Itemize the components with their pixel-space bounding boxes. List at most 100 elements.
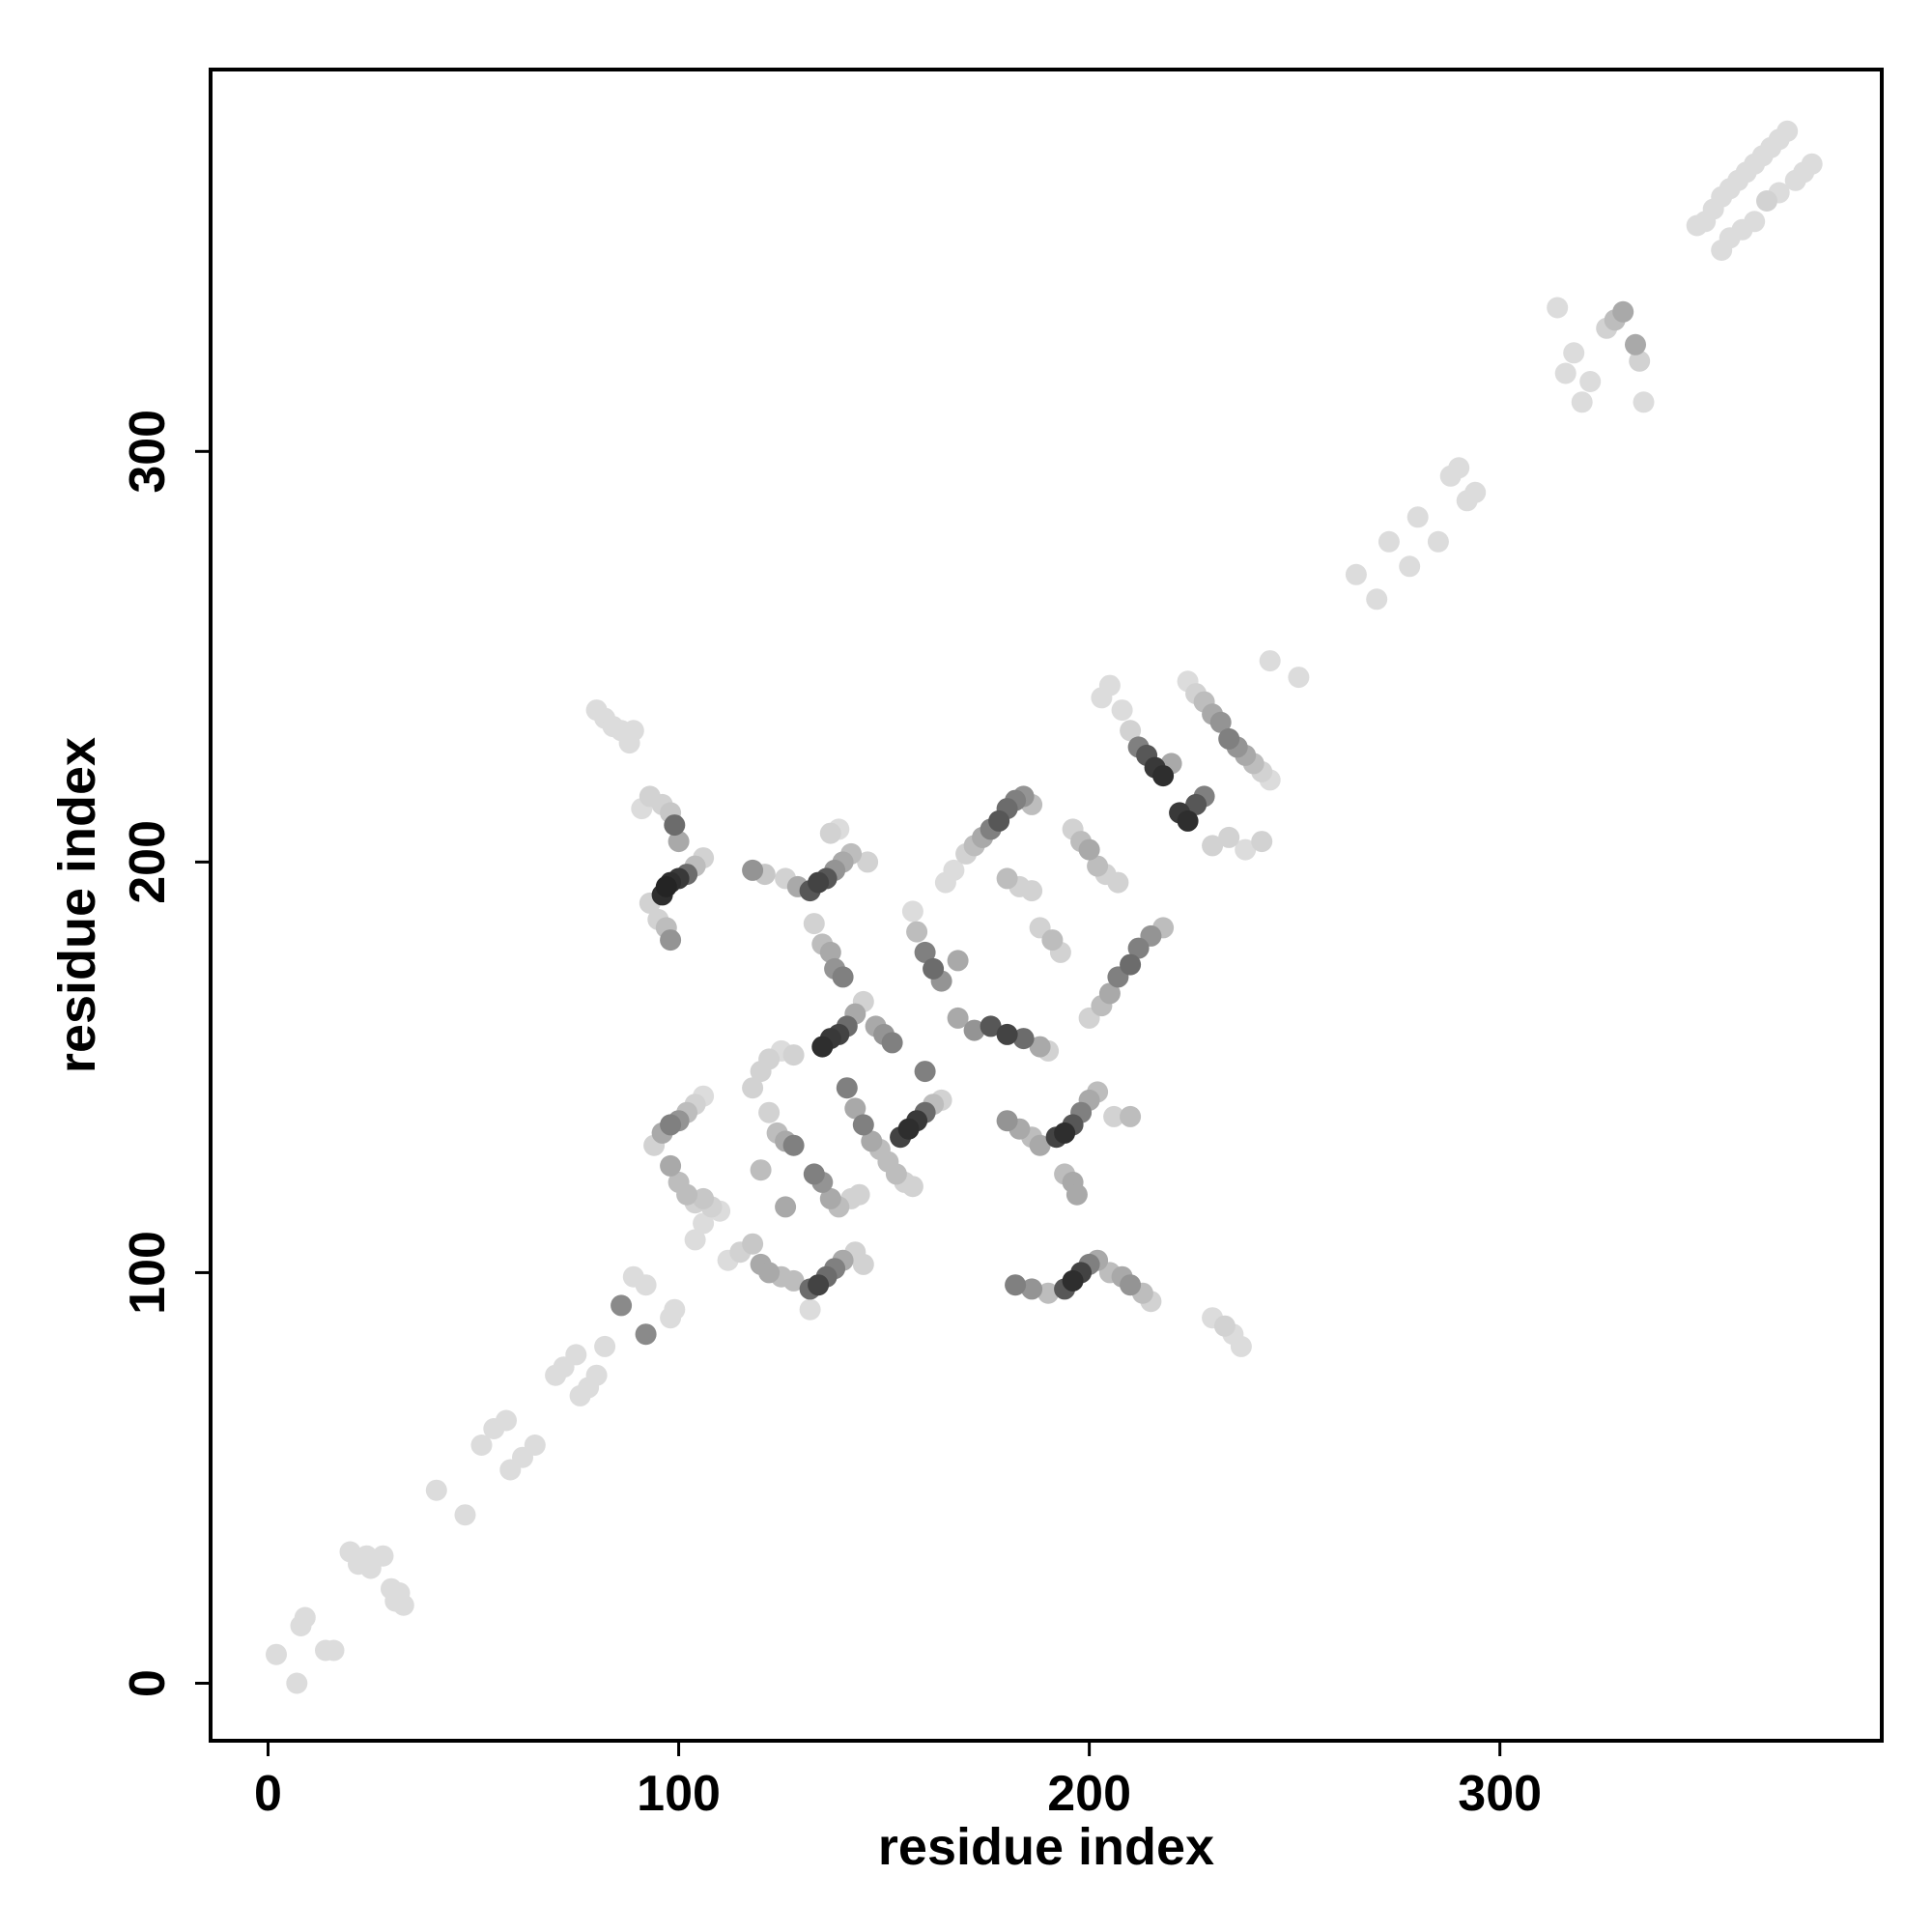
data-point bbox=[585, 1364, 608, 1386]
data-point bbox=[425, 1479, 447, 1501]
x-tick-label: 200 bbox=[1047, 1766, 1131, 1822]
data-point bbox=[286, 1672, 308, 1694]
data-point bbox=[742, 1077, 764, 1099]
data-point bbox=[803, 1163, 825, 1185]
data-point bbox=[914, 941, 936, 963]
data-point bbox=[1054, 1122, 1076, 1144]
data-point bbox=[799, 1298, 821, 1321]
data-point bbox=[1251, 831, 1273, 853]
data-point bbox=[980, 1015, 1002, 1037]
data-point bbox=[660, 1154, 682, 1177]
data-point bbox=[897, 1118, 920, 1140]
data-point bbox=[782, 1044, 805, 1066]
data-point bbox=[1378, 530, 1400, 553]
x-axis: 0 100 200 300 bbox=[254, 1741, 1542, 1822]
data-point bbox=[808, 1274, 830, 1296]
data-point bbox=[1037, 1282, 1060, 1304]
data-point bbox=[1065, 1183, 1088, 1206]
data-point bbox=[1029, 1134, 1051, 1156]
data-point bbox=[294, 1606, 316, 1629]
data-point bbox=[1120, 720, 1142, 742]
data-point bbox=[1625, 333, 1646, 355]
data-point bbox=[1062, 1269, 1084, 1292]
data-point bbox=[1579, 371, 1602, 392]
data-point bbox=[1005, 1274, 1027, 1296]
data-points bbox=[266, 120, 1823, 1694]
data-point bbox=[1120, 1105, 1142, 1127]
data-point bbox=[988, 810, 1010, 832]
data-point bbox=[861, 1130, 883, 1152]
data-point bbox=[635, 1323, 657, 1346]
data-point bbox=[857, 851, 879, 873]
data-point bbox=[392, 1594, 414, 1616]
data-point bbox=[1448, 457, 1470, 479]
data-point bbox=[1177, 810, 1199, 832]
y-tick-label: 100 bbox=[120, 1231, 176, 1315]
data-point bbox=[996, 867, 1018, 890]
data-point bbox=[622, 720, 644, 742]
data-point bbox=[1111, 699, 1133, 722]
data-point bbox=[836, 1077, 858, 1099]
data-point bbox=[372, 1545, 394, 1567]
data-point bbox=[848, 1183, 870, 1206]
data-point bbox=[844, 1097, 867, 1120]
data-point bbox=[524, 1435, 546, 1456]
x-tick-label: 100 bbox=[637, 1766, 721, 1822]
data-point bbox=[750, 1159, 772, 1181]
data-point bbox=[660, 929, 682, 952]
data-point bbox=[1012, 1028, 1035, 1050]
data-point bbox=[323, 1639, 345, 1662]
data-point bbox=[1107, 871, 1129, 894]
data-point bbox=[1087, 855, 1109, 877]
data-point bbox=[1213, 1315, 1236, 1337]
data-point bbox=[852, 1253, 874, 1275]
data-point bbox=[901, 900, 923, 923]
data-point bbox=[819, 822, 841, 844]
data-point bbox=[1345, 563, 1367, 585]
data-point bbox=[565, 1344, 587, 1366]
data-point bbox=[594, 1335, 616, 1357]
data-point bbox=[684, 1229, 706, 1251]
data-point bbox=[611, 1294, 633, 1317]
data-point bbox=[1185, 793, 1208, 815]
data-point bbox=[1152, 765, 1175, 787]
data-point bbox=[1366, 588, 1388, 611]
data-point bbox=[1629, 350, 1651, 372]
data-point bbox=[1563, 342, 1585, 364]
data-point bbox=[996, 1110, 1018, 1132]
data-point bbox=[1103, 1105, 1125, 1127]
data-point bbox=[664, 814, 686, 837]
data-point bbox=[664, 1298, 686, 1321]
data-point bbox=[1776, 120, 1799, 142]
data-point bbox=[1021, 880, 1043, 902]
data-point bbox=[1744, 211, 1766, 233]
data-point bbox=[1259, 650, 1281, 672]
data-point bbox=[947, 1007, 969, 1029]
data-point bbox=[819, 1187, 841, 1209]
data-point bbox=[832, 966, 854, 988]
data-point bbox=[470, 1435, 493, 1456]
data-point bbox=[947, 950, 969, 972]
plot-frame bbox=[209, 68, 1884, 1743]
data-point bbox=[1571, 391, 1593, 413]
x-tick-label: 0 bbox=[254, 1766, 282, 1822]
data-point bbox=[635, 1274, 657, 1296]
data-point bbox=[668, 831, 690, 853]
data-point bbox=[1547, 297, 1569, 319]
data-point bbox=[1098, 982, 1121, 1005]
y-tick-label: 0 bbox=[120, 1669, 176, 1697]
data-point bbox=[1230, 1335, 1252, 1357]
data-point bbox=[742, 859, 764, 881]
data-point bbox=[1209, 711, 1232, 733]
data-point bbox=[1218, 727, 1240, 750]
y-tick-label: 200 bbox=[120, 820, 176, 904]
data-point bbox=[852, 1114, 874, 1136]
data-point bbox=[881, 1032, 903, 1054]
data-point bbox=[775, 1196, 797, 1218]
data-point bbox=[1427, 530, 1449, 553]
data-point bbox=[1801, 153, 1823, 175]
data-point bbox=[1029, 1036, 1051, 1058]
x-tick-label: 300 bbox=[1458, 1766, 1542, 1822]
data-point bbox=[1756, 190, 1777, 212]
